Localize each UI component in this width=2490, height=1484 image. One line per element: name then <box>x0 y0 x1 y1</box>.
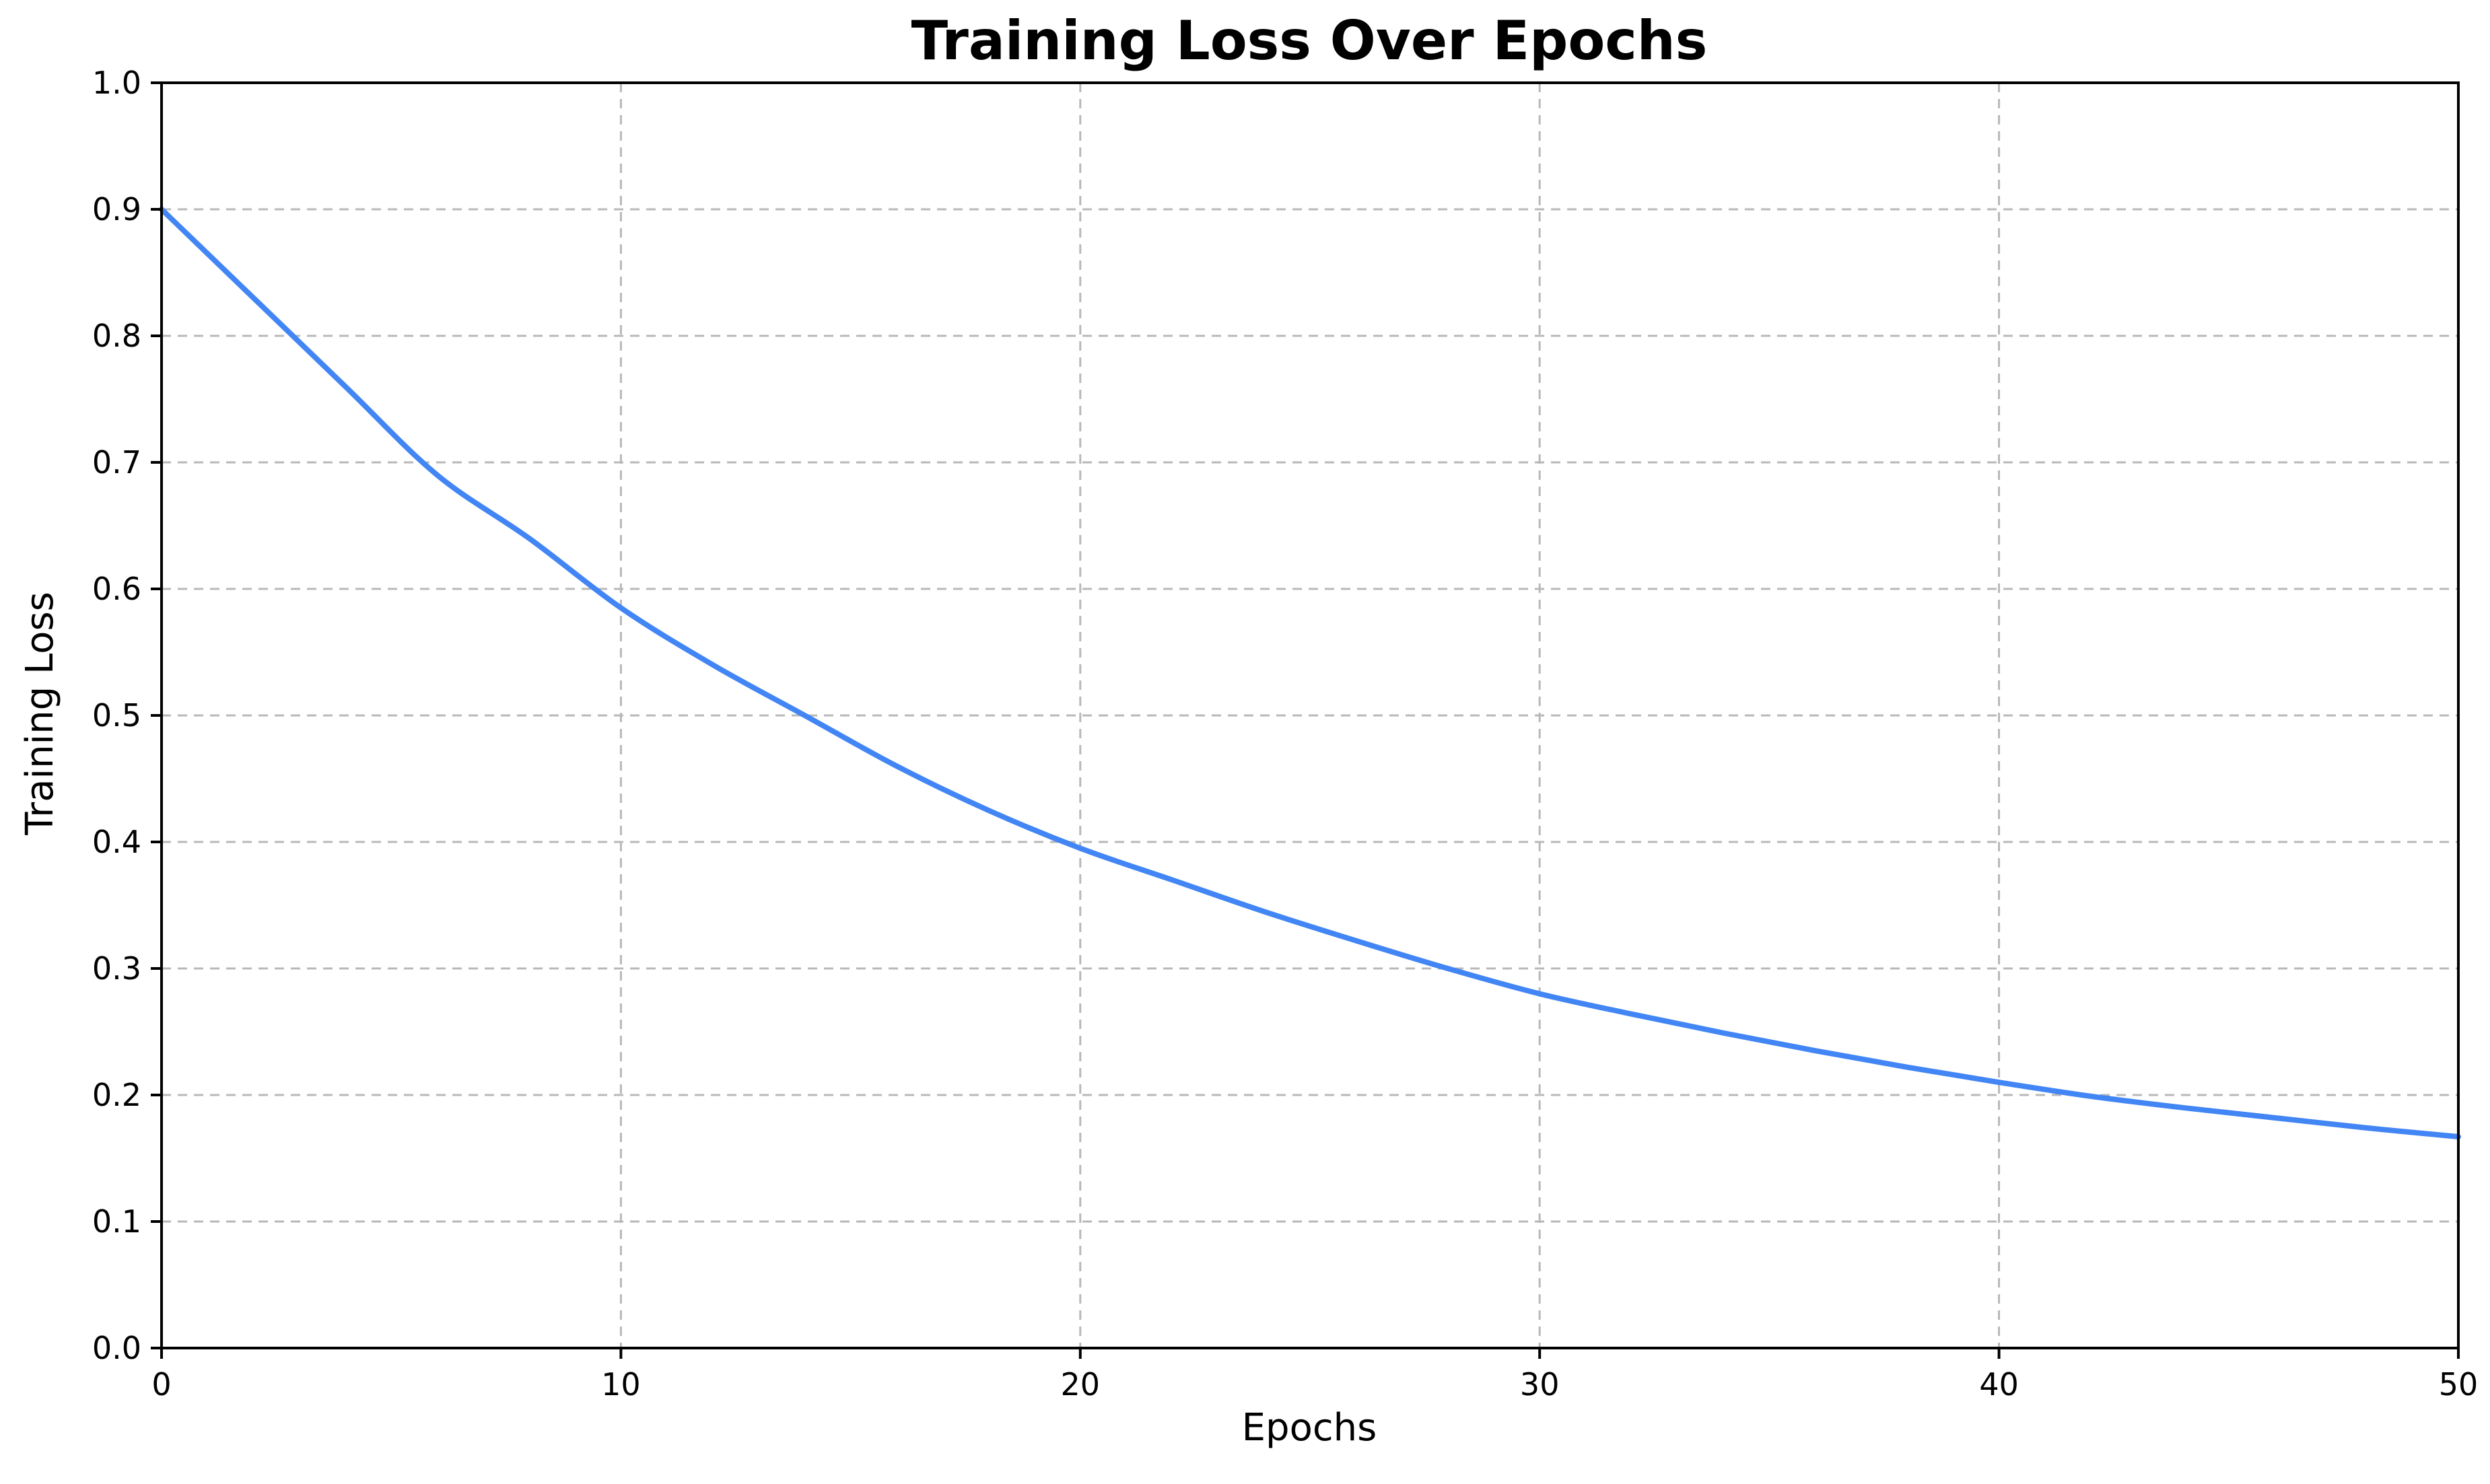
series-line <box>159 207 2461 1140</box>
x-tick-label: 50 <box>2439 1366 2479 1403</box>
ticks: 0 10 20 30 40 50 0.0 0.1 0.2 0.3 0.4 0.5 0.6 0.7 0.8 0.… <box>92 65 2478 1403</box>
y-tick-label: 0.8 <box>92 318 141 354</box>
y-tick-label: 0.9 <box>92 191 141 227</box>
x-tick-label: 30 <box>1520 1366 1560 1403</box>
grid <box>162 83 2458 1348</box>
x-tick-label: 0 <box>151 1366 171 1403</box>
y-tick-label: 0.7 <box>92 444 141 481</box>
x-tick-label: 40 <box>1979 1366 2019 1403</box>
y-tick-label: 0.1 <box>92 1203 141 1240</box>
y-tick-label: 0.5 <box>92 697 141 734</box>
x-axis-label: Epochs <box>1242 1406 1377 1450</box>
y-tick-label: 0.0 <box>92 1330 141 1366</box>
x-tick-label: 20 <box>1061 1366 1101 1403</box>
series-layer <box>159 207 2461 1140</box>
y-tick-label: 1.0 <box>92 65 141 101</box>
y-tick-label: 0.2 <box>92 1077 141 1113</box>
x-tick-label: 10 <box>601 1366 641 1403</box>
y-tick-label: 0.6 <box>92 571 141 607</box>
y-axis-label: Training Loss <box>18 592 62 836</box>
y-tick-label: 0.4 <box>92 824 141 860</box>
y-tick-label: 0.3 <box>92 950 141 987</box>
chart-title: Training Loss Over Epochs <box>911 9 1708 72</box>
